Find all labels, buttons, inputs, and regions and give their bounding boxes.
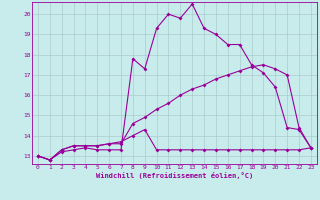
X-axis label: Windchill (Refroidissement éolien,°C): Windchill (Refroidissement éolien,°C) — [96, 172, 253, 179]
